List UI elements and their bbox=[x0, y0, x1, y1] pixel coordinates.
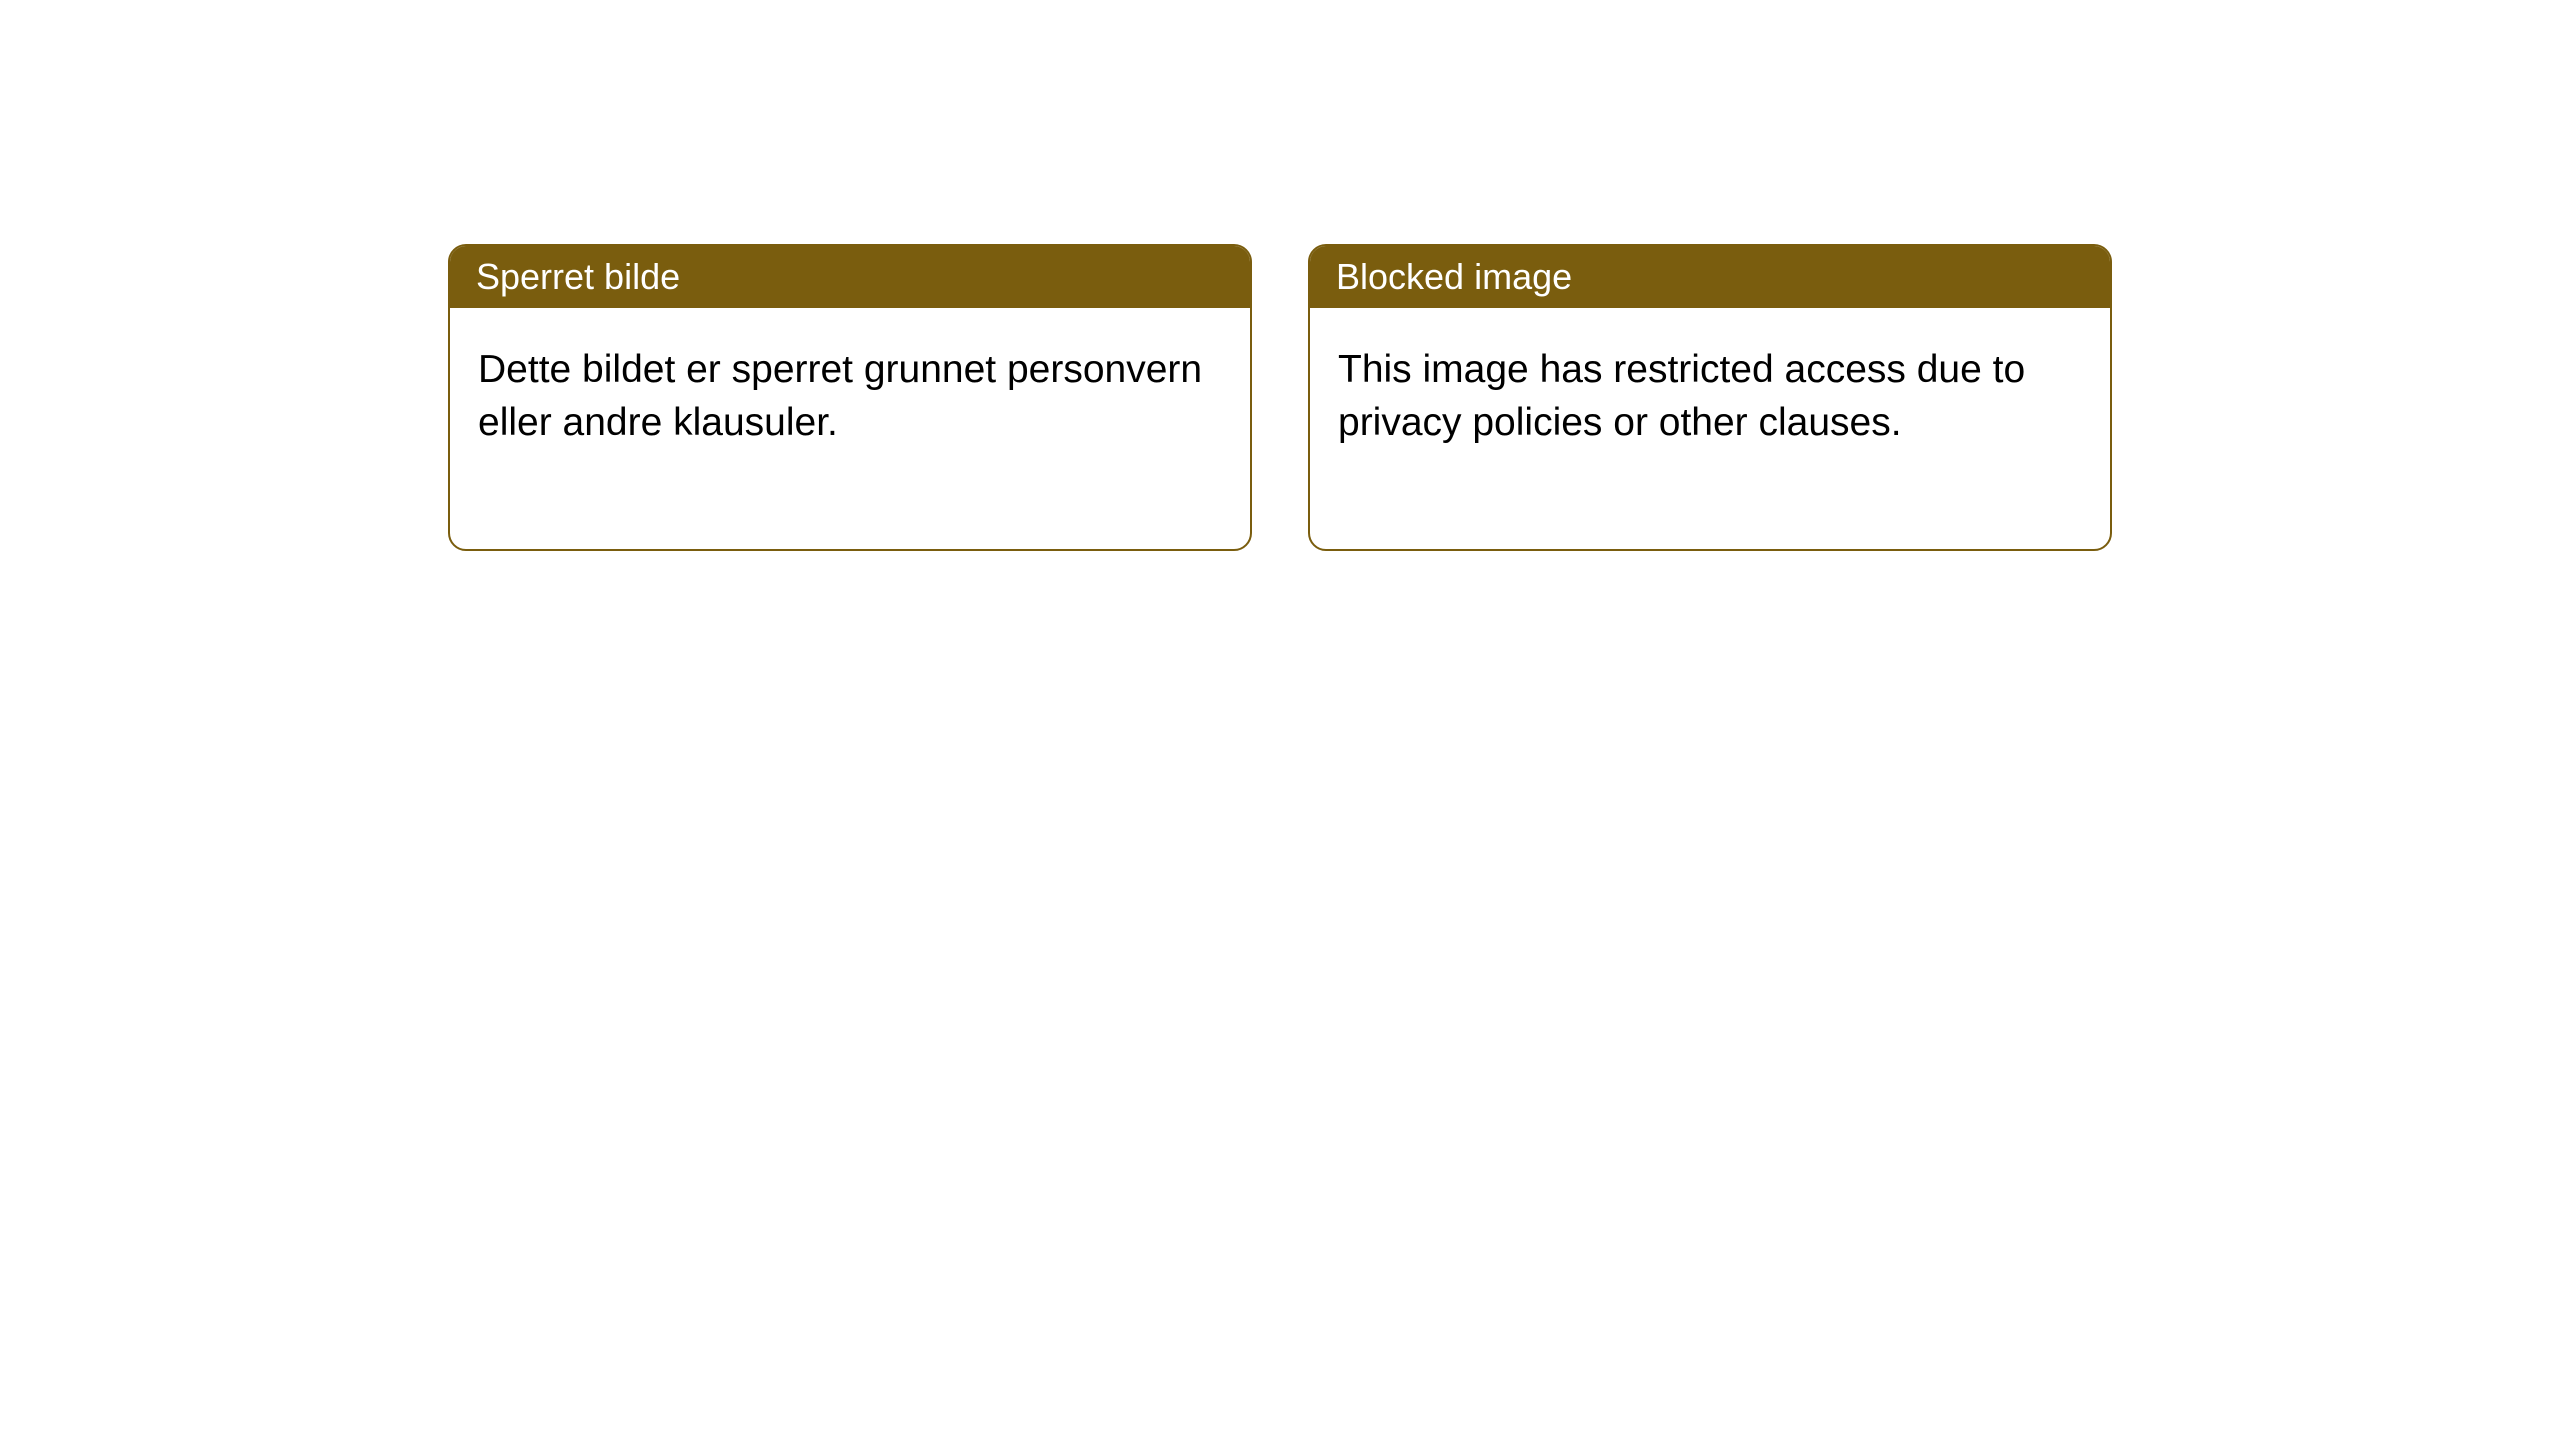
notice-body: This image has restricted access due to … bbox=[1310, 308, 2110, 549]
notice-card-norwegian: Sperret bilde Dette bildet er sperret gr… bbox=[448, 244, 1252, 551]
notice-body: Dette bildet er sperret grunnet personve… bbox=[450, 308, 1250, 549]
notice-header: Sperret bilde bbox=[450, 246, 1250, 308]
notice-header: Blocked image bbox=[1310, 246, 2110, 308]
notice-card-english: Blocked image This image has restricted … bbox=[1308, 244, 2112, 551]
notice-container: Sperret bilde Dette bildet er sperret gr… bbox=[448, 244, 2112, 551]
